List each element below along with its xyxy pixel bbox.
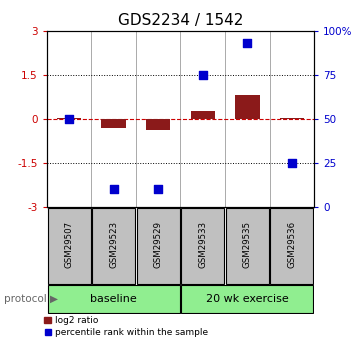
Text: GSM29523: GSM29523	[109, 221, 118, 268]
Point	[200, 72, 206, 78]
FancyBboxPatch shape	[181, 208, 224, 284]
Text: GSM29529: GSM29529	[154, 221, 163, 268]
Point	[155, 187, 161, 192]
FancyBboxPatch shape	[92, 208, 135, 284]
FancyBboxPatch shape	[48, 208, 91, 284]
Text: GSM29507: GSM29507	[65, 221, 74, 268]
FancyBboxPatch shape	[270, 208, 313, 284]
Point	[289, 160, 295, 166]
Text: baseline: baseline	[90, 294, 137, 304]
Point	[111, 187, 117, 192]
Text: GSM29535: GSM29535	[243, 221, 252, 268]
Bar	[279, 118, 304, 119]
Text: 20 wk exercise: 20 wk exercise	[206, 294, 289, 304]
Title: GDS2234 / 1542: GDS2234 / 1542	[118, 13, 243, 29]
FancyBboxPatch shape	[226, 208, 269, 284]
Point	[244, 41, 250, 46]
FancyBboxPatch shape	[137, 208, 180, 284]
FancyBboxPatch shape	[48, 285, 180, 313]
Text: GSM29536: GSM29536	[287, 221, 296, 268]
Text: protocol ▶: protocol ▶	[4, 294, 58, 304]
Bar	[57, 118, 82, 119]
Bar	[146, 119, 170, 130]
Bar	[191, 111, 215, 119]
Legend: log2 ratio, percentile rank within the sample: log2 ratio, percentile rank within the s…	[41, 313, 212, 341]
Bar	[235, 95, 260, 119]
Bar	[101, 119, 126, 128]
Point	[66, 116, 72, 122]
FancyBboxPatch shape	[181, 285, 313, 313]
Text: GSM29533: GSM29533	[198, 221, 207, 268]
